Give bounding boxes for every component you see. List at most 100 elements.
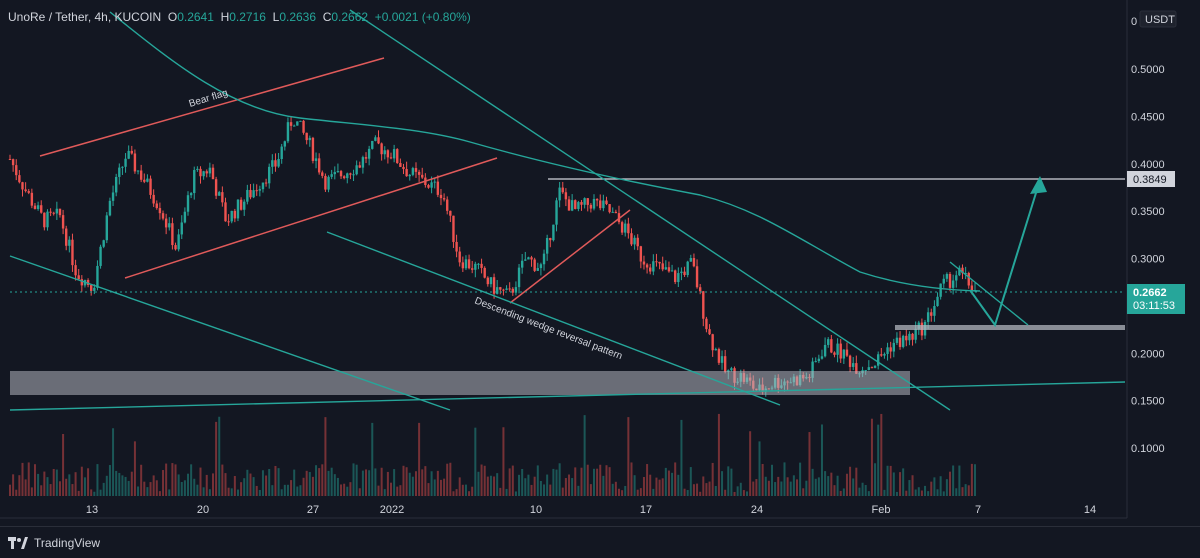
volume-bar	[711, 462, 714, 496]
volume-bar	[152, 475, 155, 496]
candle-body	[580, 202, 583, 205]
volume-bar	[464, 484, 467, 496]
symbol-title: UnoRe / Tether, 4h, KUCOIN	[8, 10, 162, 24]
candle-body	[642, 261, 646, 265]
candle-body	[814, 361, 817, 363]
volume-bar	[655, 477, 658, 496]
candle-body	[258, 189, 262, 191]
volume-bar	[52, 469, 55, 496]
volume-bar	[99, 489, 102, 496]
volume-bar	[599, 464, 602, 496]
candle-body	[867, 367, 871, 371]
candle-body	[577, 202, 580, 209]
volume-bar	[883, 489, 886, 496]
candle-body	[121, 166, 124, 168]
candle-body	[723, 356, 727, 372]
candle-body	[611, 211, 614, 213]
candle-body	[268, 166, 271, 184]
volume-bar	[842, 488, 845, 496]
price-tick: 0.3500	[1131, 206, 1165, 218]
candle-body	[308, 137, 312, 141]
time-axis[interactable]: 13 20 27 2022 10 17 24 Feb 7 14	[0, 504, 1127, 519]
volume-bar	[536, 465, 539, 496]
candle-body	[855, 363, 858, 374]
volume-bar	[746, 491, 749, 496]
candle-body	[161, 213, 165, 219]
volume-bar	[121, 475, 124, 496]
volume-bar	[396, 486, 399, 496]
volume-bar	[365, 469, 368, 496]
volume-bar	[886, 465, 889, 496]
candle-body	[327, 176, 330, 190]
price-axis[interactable]: 0 USDT 0.5000 0.4500 0.4000 0.3500 0.3000 0.2…	[1126, 0, 1200, 526]
candle-body	[558, 187, 561, 201]
candle-body	[511, 288, 514, 293]
candle-body	[636, 237, 639, 247]
volume-bar	[964, 484, 967, 496]
volume-bar	[193, 478, 196, 496]
candle-body	[464, 259, 468, 269]
candle-body	[708, 329, 711, 335]
volume-bar	[162, 470, 165, 496]
volume-bar	[483, 465, 486, 496]
candle-body	[155, 203, 158, 209]
candle-body	[302, 120, 305, 133]
candle-body	[296, 121, 299, 126]
volume-bar	[505, 488, 508, 496]
candle-body	[58, 208, 62, 216]
candle-body	[461, 262, 465, 269]
small-wedge-line	[949, 261, 1029, 326]
volume-bar	[340, 484, 343, 496]
volume-bar	[955, 488, 958, 496]
volume-bar	[774, 482, 777, 496]
candle-body	[361, 157, 365, 168]
volume-bar	[411, 476, 414, 496]
volume-bar	[421, 469, 424, 496]
price-chart[interactable]: Bear flag Descending wedge reversal patt…	[0, 0, 1200, 526]
volume-bar	[596, 468, 599, 496]
candle-body	[695, 266, 699, 288]
volume-bar	[539, 480, 542, 496]
candle-body	[86, 279, 90, 286]
candle-body	[717, 349, 721, 363]
candle-body	[371, 140, 374, 149]
volume-bar	[924, 485, 927, 496]
volume-bar	[667, 470, 670, 496]
candle-body	[583, 198, 586, 205]
candle-body	[895, 337, 899, 343]
brand-name: TradingView	[34, 536, 101, 550]
volume-bar	[405, 467, 408, 496]
volume-bar	[942, 491, 945, 496]
volume-bar	[652, 488, 655, 496]
volume-bar	[130, 471, 133, 496]
candle-body	[243, 201, 246, 210]
candle-body	[433, 181, 436, 183]
volume-bar	[683, 488, 686, 496]
volume-bar	[399, 485, 402, 496]
volume-bar	[852, 478, 855, 496]
symbol-legend[interactable]: UnoRe / Tether, 4h, KUCOIN O0.2641 H0.27…	[8, 10, 471, 24]
volume-bar	[827, 476, 830, 496]
candle-body	[430, 182, 433, 188]
price-tick: 0.3000	[1131, 254, 1165, 266]
candle-body	[886, 347, 889, 354]
time-tick: 13	[86, 504, 98, 516]
volume-bar	[777, 476, 780, 496]
volume-bar	[820, 424, 823, 496]
candle-body	[970, 285, 974, 292]
candle-body	[392, 149, 396, 159]
candle-body	[30, 192, 34, 206]
volume-bar	[658, 479, 661, 496]
candle-body	[352, 174, 355, 176]
candle-body	[627, 223, 630, 234]
candle-body	[405, 169, 408, 177]
volume-bar	[836, 475, 839, 496]
candle-body	[820, 356, 824, 359]
volume-bar	[521, 468, 524, 496]
candle-body	[349, 173, 352, 175]
brand[interactable]: TradingView	[8, 536, 100, 550]
candle-body	[939, 283, 942, 297]
candle-body	[143, 179, 146, 182]
candle-body	[152, 194, 155, 204]
candle-body	[852, 363, 855, 367]
